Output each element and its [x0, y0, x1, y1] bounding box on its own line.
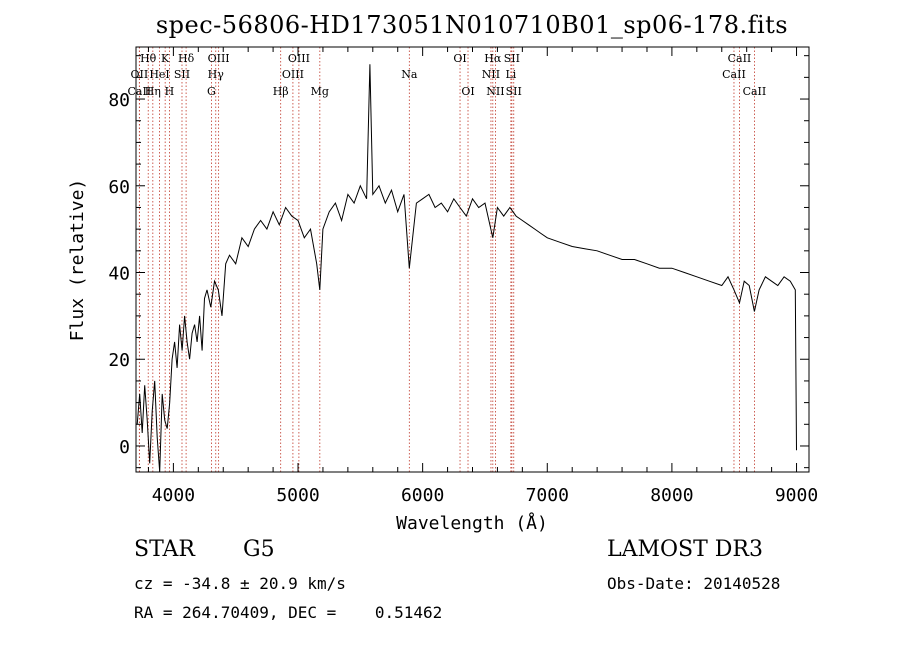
y-tick-label: 80 [108, 90, 130, 111]
line-marker-label: Li [505, 68, 516, 81]
line-marker-label: Hθ [140, 52, 157, 65]
coordinates: RA = 264.70409, DEC = 0.51462 [134, 603, 443, 622]
spectrum-line [136, 64, 797, 473]
redshift-readout: cz = -34.8 ± 20.9 km/s [134, 574, 346, 593]
line-marker-labels: Hθ OII CaII K HeI Hη H SII Hδ OIII Hγ G Hβ OIII OIII Mg… [128, 52, 767, 98]
x-tick-label: 8000 [650, 485, 693, 506]
line-marker-label: NII [482, 68, 500, 81]
line-marker-label: Hβ [273, 85, 289, 98]
survey-name: LAMOST DR3 [607, 537, 763, 562]
line-marker-label: OIII [208, 52, 230, 65]
line-marker-label: Mg [311, 85, 329, 98]
line-marker-label: Na [401, 68, 418, 81]
line-marker-label: Hα [484, 52, 502, 65]
line-marker-label: Hγ [208, 68, 225, 81]
x-axis-label: Wavelength (Å) [396, 512, 548, 534]
y-axis: 0 20 40 60 80 [108, 55, 809, 469]
chart-title: spec-56806-HD173051N010710B01_sp06-178.f… [156, 11, 788, 39]
line-marker-label: CaII [728, 52, 752, 65]
line-marker-label: K [161, 52, 170, 65]
x-tick-label: 4000 [152, 485, 195, 506]
line-marker-label: OIII [288, 52, 310, 65]
line-marker-label: G [207, 85, 216, 98]
line-marker-label: Hη [145, 85, 161, 98]
line-marker-label: HeI [149, 68, 169, 81]
object-class: STAR [134, 537, 195, 562]
y-axis-label: Flux (relative) [67, 179, 88, 342]
obs-date: Obs-Date: 20140528 [607, 574, 781, 593]
y-tick-label: 60 [108, 177, 130, 198]
line-marker-label: H [165, 85, 175, 98]
y-tick-label: 0 [119, 437, 130, 458]
x-tick-label: 6000 [401, 485, 444, 506]
line-marker-label: OI [461, 85, 474, 98]
line-marker-label: SII [506, 85, 522, 98]
line-marker-label: Hδ [178, 52, 195, 65]
y-tick-label: 40 [108, 264, 130, 285]
x-tick-label: 5000 [276, 485, 319, 506]
line-marker-label: OII [131, 68, 149, 81]
line-marker-label: OIII [282, 68, 304, 81]
object-subclass: G5 [243, 537, 275, 562]
line-marker-label: CaII [722, 68, 746, 81]
line-markers [138, 47, 755, 472]
x-tick-label: 9000 [775, 485, 818, 506]
line-marker-label: SII [174, 68, 190, 81]
y-tick-label: 20 [108, 350, 130, 371]
x-tick-label: 7000 [526, 485, 569, 506]
x-axis: 4000 5000 6000 7000 8000 9000 [147, 47, 818, 506]
line-marker-label: CaII [743, 85, 767, 98]
line-marker-label: SII [504, 52, 520, 65]
line-marker-label: NII [486, 85, 504, 98]
line-marker-label: CaII [128, 85, 152, 98]
line-marker-label: OI [453, 52, 466, 65]
